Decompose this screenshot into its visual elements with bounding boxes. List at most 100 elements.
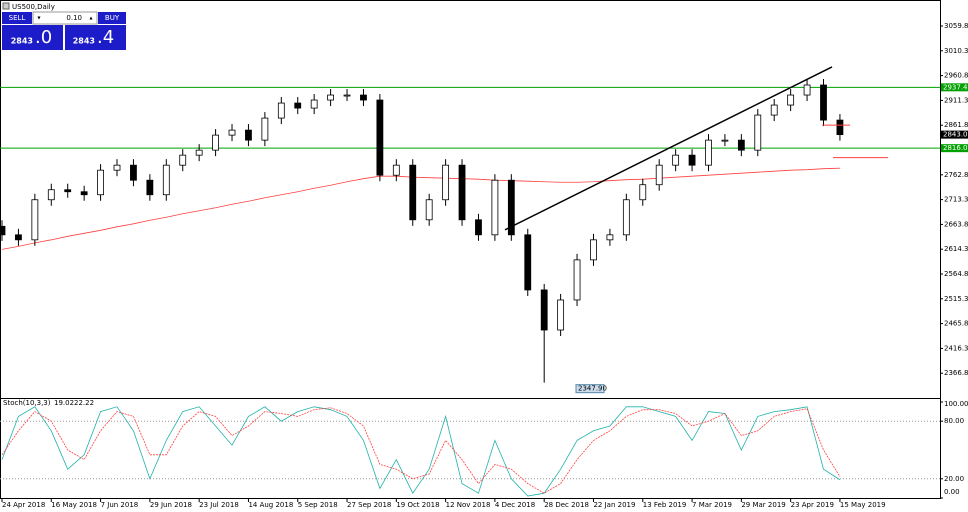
candle-body — [261, 117, 269, 141]
y-tick-label: 2663.8 — [944, 220, 968, 228]
stoch-name: Stoch(10,3,3) — [3, 399, 51, 407]
candle-body — [721, 139, 729, 142]
candle-body — [0, 225, 6, 236]
candle-body — [97, 169, 104, 196]
candle-body — [228, 129, 236, 136]
candle-body — [705, 139, 712, 166]
candle-body — [787, 94, 795, 106]
down-arrow[interactable]: ▾ — [37, 15, 40, 22]
x-tick-label: 19 Oct 2018 — [396, 501, 439, 509]
y-tick-label: 20.00 — [944, 475, 964, 483]
y-tick-label: 2713.3 — [944, 196, 968, 204]
candle-body — [425, 199, 433, 221]
candle-body — [737, 139, 745, 151]
x-tick-label: 27 Sep 2018 — [347, 501, 391, 509]
buy-button[interactable] — [98, 12, 126, 24]
candle-body — [754, 114, 762, 151]
candle-body — [195, 149, 203, 156]
buy-label[interactable]: BUY — [105, 14, 120, 22]
candle-body — [770, 104, 778, 116]
candle-body — [392, 164, 400, 176]
candle-body — [573, 259, 581, 301]
candle-body — [442, 164, 450, 201]
sell-price[interactable]: 2843 — [11, 37, 33, 46]
sell-price-decimal[interactable]: .0 — [35, 27, 52, 48]
candle-body — [310, 99, 318, 109]
candle-body — [688, 154, 696, 166]
candle-body — [113, 164, 121, 171]
up-arrow[interactable]: ▴ — [89, 15, 92, 22]
candle-body — [146, 179, 154, 196]
y-tick-label: 2960.8 — [944, 72, 968, 80]
candle-body — [491, 179, 499, 236]
y-tick-label: 2911.3 — [944, 96, 968, 104]
candle-body — [557, 299, 565, 331]
chart-title: US500,Daily — [12, 3, 55, 11]
stoch-main-value: 19.02 — [54, 399, 74, 407]
symbol-icon — [2, 2, 10, 10]
x-tick-label: 4 Dec 2018 — [495, 501, 535, 509]
candle-body — [327, 94, 335, 101]
sell-button[interactable] — [2, 12, 32, 24]
low-marker-label: 2347.90 — [578, 385, 607, 393]
candle-body — [376, 99, 384, 176]
candle-body — [343, 94, 351, 97]
current-price-box — [941, 130, 968, 139]
candle-body — [507, 179, 515, 236]
sell-label[interactable]: SELL — [9, 14, 26, 22]
y-tick-label: 100.00 — [944, 400, 968, 408]
candle-body — [64, 189, 72, 193]
y-tick-label: 3010.3 — [944, 47, 968, 55]
candle-body — [820, 84, 827, 121]
candle-body — [639, 184, 647, 201]
x-tick-label: 23 Apr 2019 — [791, 501, 834, 509]
candle-body — [130, 164, 137, 181]
x-tick-label: 15 May 2019 — [840, 501, 886, 509]
candle-body — [803, 84, 811, 96]
candle-body — [47, 189, 55, 201]
candle-body — [836, 119, 844, 136]
y-tick-label: 2564.8 — [944, 270, 968, 278]
buy-price-box[interactable] — [65, 25, 126, 50]
x-tick-label: 29 Mar 2019 — [741, 501, 785, 509]
x-tick-label: 29 Jun 2018 — [150, 501, 192, 509]
level-label-box — [941, 83, 968, 92]
low-marker-box — [575, 384, 605, 394]
candle-body — [475, 219, 482, 236]
x-tick-label: 7 Jun 2018 — [101, 501, 139, 509]
volume[interactable]: 0.10 — [66, 14, 82, 22]
candle-body — [409, 164, 417, 221]
x-tick-label: 16 May 2018 — [51, 501, 97, 509]
stoch-main — [1, 406, 841, 497]
y-tick-label: 2465.8 — [944, 320, 968, 328]
buy-price-decimal[interactable]: .4 — [97, 27, 114, 48]
y-tick-label: 80.00 — [944, 417, 964, 425]
trade-panel: SELL ▾ 0.10 ▴ BUY 2843 .0 2843 .4 — [2, 11, 126, 50]
current-price-label: 2843.0 — [943, 131, 968, 139]
candle-body — [162, 164, 170, 196]
x-tick-label: 12 Nov 2018 — [446, 501, 491, 509]
candle-body — [524, 234, 532, 291]
stoch-signal — [1, 407, 841, 494]
x-tick-label: 13 Feb 2019 — [643, 501, 687, 509]
candle-body — [590, 239, 597, 261]
candle-body — [655, 164, 663, 186]
level-label: 2816.0 — [943, 144, 968, 152]
level-label-box — [941, 144, 968, 153]
volume-box[interactable] — [32, 11, 98, 25]
candle-body — [540, 289, 548, 331]
candle-body — [672, 154, 680, 166]
y-tick-label: 2762.8 — [944, 171, 968, 179]
candle-body — [80, 191, 88, 196]
sell-price-box[interactable] — [2, 25, 63, 50]
x-tick-label: 23 Jul 2018 — [199, 501, 239, 509]
candle-body — [360, 94, 367, 101]
candle-body — [31, 199, 39, 241]
buy-price[interactable]: 2843 — [73, 37, 95, 46]
candle-body — [212, 134, 219, 151]
candle-body — [294, 102, 302, 109]
y-tick-label: 2861.8 — [944, 121, 968, 129]
x-tick-label: 24 Apr 2018 — [2, 501, 45, 509]
x-tick-label: 22 Jan 2019 — [593, 501, 635, 509]
